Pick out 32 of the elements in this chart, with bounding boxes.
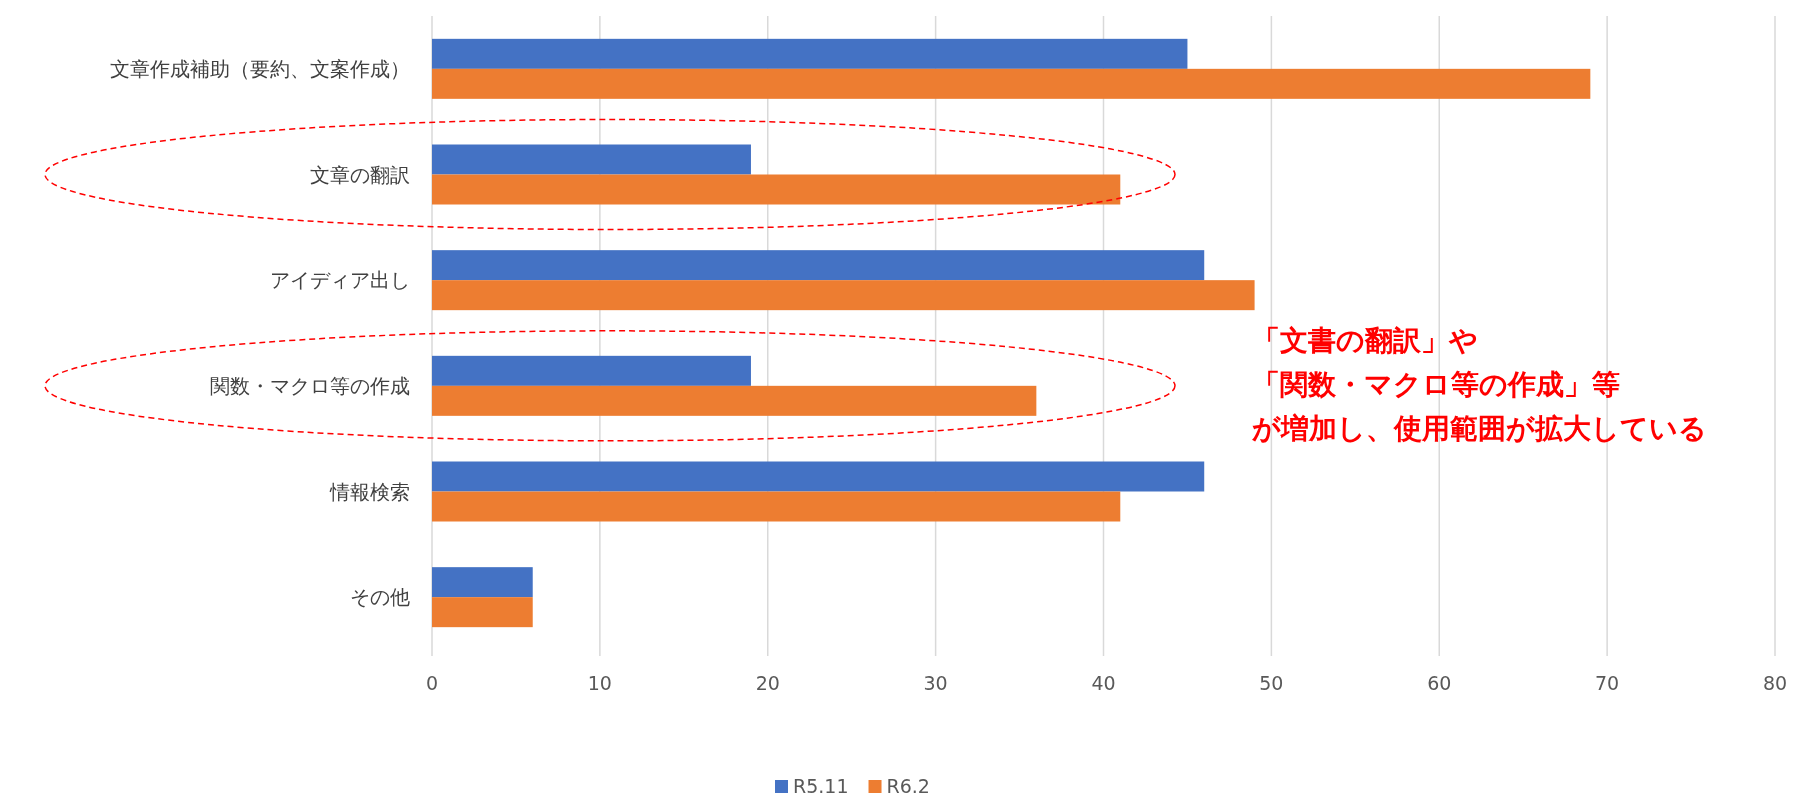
x-tick-label: 50 <box>1259 672 1284 694</box>
bar <box>432 597 533 628</box>
x-tick-label: 80 <box>1762 672 1788 694</box>
bar <box>432 250 1205 281</box>
x-tick-label: 10 <box>587 672 612 694</box>
bar <box>432 144 751 175</box>
y-tick-label: 情報検索 <box>329 479 410 504</box>
x-tick-label: 60 <box>1427 672 1452 694</box>
annotation: 「文書の翻訳」や <box>1252 324 1478 357</box>
bar <box>432 355 751 386</box>
bar <box>432 174 1121 205</box>
y-tick-label: 文章作成補助（要約、文案作成） <box>110 56 410 81</box>
legend-label: R6.2 <box>886 775 930 797</box>
y-tick-label: 関数・マクロ等の作成 <box>210 373 410 398</box>
bar <box>432 491 1121 522</box>
bar <box>432 38 1188 69</box>
bar <box>432 385 1037 416</box>
x-tick-label: 70 <box>1595 672 1620 694</box>
y-tick-label: 文章の翻訳 <box>310 162 410 187</box>
x-tick-label: 0 <box>425 672 439 694</box>
annotation: が増加し、使用範囲が拡大している <box>1252 412 1707 445</box>
bar <box>432 461 1205 492</box>
bar <box>432 68 1591 99</box>
x-tick-label: 30 <box>923 672 948 694</box>
bar <box>432 280 1255 311</box>
annotation: 「関数・マクロ等の作成」等 <box>1252 368 1620 401</box>
bar <box>432 567 533 598</box>
y-tick-label: アイディア出し <box>270 268 410 293</box>
y-tick-label: その他 <box>350 585 410 610</box>
x-tick-label: 40 <box>1091 672 1116 694</box>
legend-label: R5.11 <box>793 775 849 797</box>
x-tick-label: 20 <box>755 672 780 694</box>
